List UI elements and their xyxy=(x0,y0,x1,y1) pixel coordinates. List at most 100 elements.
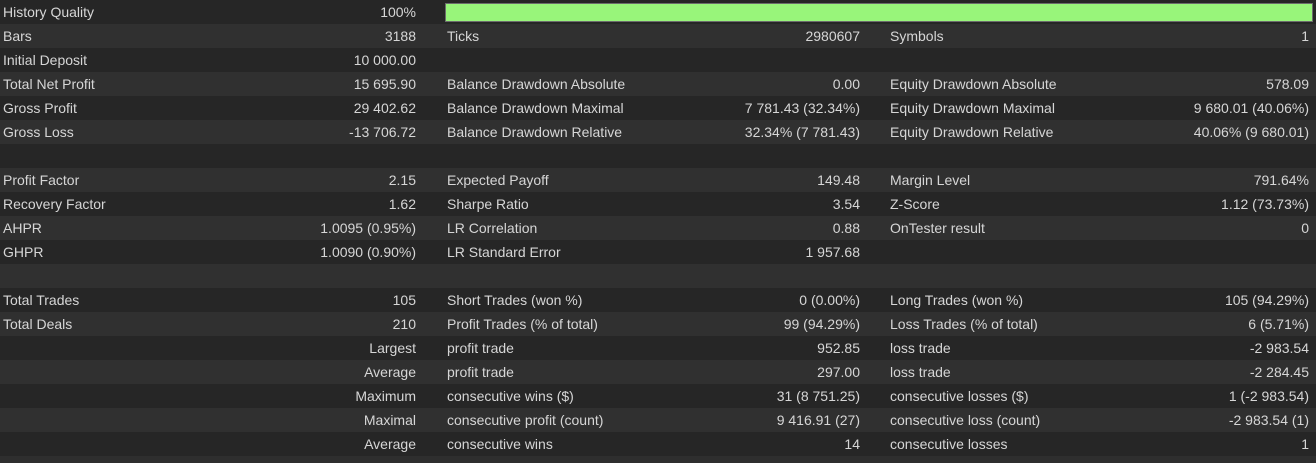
col3-value: 1 xyxy=(1301,436,1309,452)
col2-label: consecutive wins xyxy=(447,436,553,452)
report-row: Average profit trade 297.00 loss trade -2 28… xyxy=(0,360,1316,384)
col2-value: 31 (8 751.25) xyxy=(776,388,860,404)
col3-value: 791.64% xyxy=(1253,172,1309,188)
col1-label: Recovery Factor xyxy=(3,196,106,212)
col3-label: loss trade xyxy=(890,364,951,380)
report-row: Maximal consecutive profit (count) 9 416.9… xyxy=(0,408,1316,432)
col2-value: 149.48 xyxy=(817,172,860,188)
col3-label: consecutive losses ($) xyxy=(890,388,1029,404)
col3-label: Z-Score xyxy=(890,196,940,212)
col1-label: GHPR xyxy=(3,244,44,260)
col1-value: 2.15 xyxy=(388,172,416,188)
col1-value: 210 xyxy=(392,316,416,332)
col3-value: 0 xyxy=(1301,220,1309,236)
report-row: Recovery Factor 1.62 Sharpe Ratio 3.54 Z-Sco… xyxy=(0,192,1316,216)
col1-value: 3188 xyxy=(384,28,416,44)
report-row: Initial Deposit 10 000.00 xyxy=(0,48,1316,72)
col3-label: Equity Drawdown Maximal xyxy=(890,100,1055,116)
col1-value: 1.0090 (0.90%) xyxy=(320,244,416,260)
col1-value: Maximal xyxy=(363,412,416,428)
col3-value: 1 xyxy=(1301,28,1309,44)
report-row: Total Net Profit 15 695.90 Balance Drawdow… xyxy=(0,72,1316,96)
col1-value: 1.62 xyxy=(388,196,416,212)
col2-label: Short Trades (won %) xyxy=(447,292,583,308)
col2-label: Profit Trades (% of total) xyxy=(447,316,598,332)
col3-value: -2 983.54 xyxy=(1249,340,1309,356)
col2-value: 0 (0.00%) xyxy=(799,292,860,308)
report-row: GHPR 1.0090 (0.90%) LR Standard Error 1 957… xyxy=(0,240,1316,264)
col3-label: Loss Trades (% of total) xyxy=(890,316,1038,332)
report-row: Profit Factor 2.15 Expected Payoff 149.48 Ma… xyxy=(0,168,1316,192)
col3-label: Equity Drawdown Absolute xyxy=(890,76,1057,92)
report-row: Average consecutive wins 14 consecutive los… xyxy=(0,432,1316,456)
report-row: Bars 3188 Ticks 2980607 Symbols 1 xyxy=(0,24,1316,48)
col1-label: Initial Deposit xyxy=(3,52,88,68)
col3-label: Margin Level xyxy=(890,172,971,188)
col3-value: 578.09 xyxy=(1266,76,1309,92)
col1-value: Largest xyxy=(369,340,416,356)
col1-value: 1.0095 (0.95%) xyxy=(320,220,416,236)
col3-value: -2 983.54 (1) xyxy=(1228,412,1309,428)
col1-value: -13 706.72 xyxy=(349,124,416,140)
history-quality-label: History Quality xyxy=(3,4,95,20)
col1-value: 105 xyxy=(392,292,416,308)
col3-label: Equity Drawdown Relative xyxy=(890,124,1054,140)
report-row: Largest profit trade 952.85 loss trade -2 98… xyxy=(0,336,1316,360)
col1-label: Bars xyxy=(3,28,32,44)
history-quality-bar-fill xyxy=(446,4,1312,21)
col2-label: Sharpe Ratio xyxy=(447,196,529,212)
col3-label: consecutive loss (count) xyxy=(890,412,1041,428)
col1-value: Average xyxy=(364,364,416,380)
col2-value: 99 (94.29%) xyxy=(783,316,860,332)
col2-value: 0.00 xyxy=(832,76,860,92)
col2-value: 0.88 xyxy=(832,220,860,236)
col2-value: 3.54 xyxy=(832,196,860,212)
col1-label: Total Trades xyxy=(3,292,80,308)
report-row xyxy=(0,264,1316,288)
col1-label: AHPR xyxy=(3,220,42,236)
col3-value: 1 (-2 983.54) xyxy=(1228,388,1309,404)
col2-label: Balance Drawdown Relative xyxy=(447,124,623,140)
col2-label: LR Standard Error xyxy=(447,244,561,260)
col1-label: Total Net Profit xyxy=(3,76,95,92)
history-quality-bar xyxy=(445,3,1313,22)
report-row: Maximum consecutive wins ($) 31 (8 751.25)… xyxy=(0,384,1316,408)
col1-value: Maximum xyxy=(355,388,416,404)
col1-value: 15 695.90 xyxy=(353,76,416,92)
col2-label: consecutive wins ($) xyxy=(447,388,574,404)
report-row: Total Trades 105 Short Trades (won %) 0 (0.… xyxy=(0,288,1316,312)
col2-label: consecutive profit (count) xyxy=(447,412,604,428)
col2-label: profit trade xyxy=(447,364,514,380)
report-row: Total Deals 210 Profit Trades (% of total)… xyxy=(0,312,1316,336)
col2-value: 952.85 xyxy=(817,340,860,356)
col3-label: Long Trades (won %) xyxy=(890,292,1024,308)
col1-value: Average xyxy=(364,436,416,452)
history-quality-row: History Quality 100% xyxy=(0,0,1316,24)
col2-label: profit trade xyxy=(447,340,514,356)
col1-label: Gross Loss xyxy=(3,124,74,140)
col2-value: 9 416.91 (27) xyxy=(776,412,860,428)
col2-label: LR Correlation xyxy=(447,220,538,236)
col1-value: 10 000.00 xyxy=(353,52,416,68)
col2-value: 14 xyxy=(844,436,860,452)
col2-value: 7 781.43 (32.34%) xyxy=(744,100,860,116)
report-row: AHPR 1.0095 (0.95%) LR Correlation 0.88 OnTe… xyxy=(0,216,1316,240)
report-row xyxy=(0,144,1316,168)
report-row: Gross Profit 29 402.62 Balance Drawdown Ma… xyxy=(0,96,1316,120)
col2-label: Balance Drawdown Maximal xyxy=(447,100,624,116)
col1-value: 29 402.62 xyxy=(353,100,416,116)
col1-label: Profit Factor xyxy=(3,172,80,188)
col3-value: 40.06% (9 680.01) xyxy=(1193,124,1309,140)
col2-value: 297.00 xyxy=(817,364,860,380)
col2-label: Balance Drawdown Absolute xyxy=(447,76,626,92)
col2-value: 32.34% (7 781.43) xyxy=(744,124,860,140)
col3-label: Symbols xyxy=(890,28,944,44)
col1-label: Gross Profit xyxy=(3,100,77,116)
col3-value: 1.12 (73.73%) xyxy=(1221,196,1309,212)
col2-label: Expected Payoff xyxy=(447,172,549,188)
col3-label: loss trade xyxy=(890,340,951,356)
col3-value: -2 284.45 xyxy=(1249,364,1309,380)
col2-label: Ticks xyxy=(447,28,480,44)
col1-label: Total Deals xyxy=(3,316,73,332)
